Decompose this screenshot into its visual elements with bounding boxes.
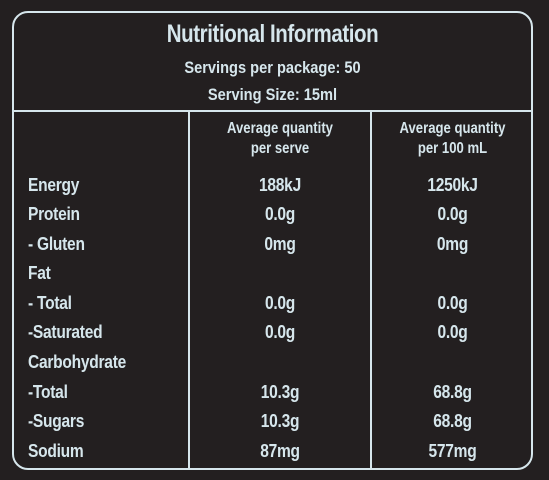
value-per-100ml: 1250kJ (427, 174, 478, 195)
column-header-per-100ml: Average quantity per 100 mL (386, 119, 518, 159)
value-per-100ml: 68.8g (433, 410, 472, 431)
column-header-per-100ml-text: Average quantity per 100 mL (399, 120, 506, 157)
table-row: Carbohydrate (14, 347, 531, 377)
value-per-serve: 10.3g (260, 381, 300, 402)
row-label: Carbohydrate (28, 351, 127, 372)
row-label: Sodium (28, 440, 84, 461)
value-per-100ml: 0mg (436, 233, 469, 254)
value-per-100ml: 68.8g (433, 381, 472, 402)
table-row: -Total 10.3g 68.8g (14, 377, 531, 407)
table-row: -Sugars 10.3g 68.8g (14, 406, 531, 436)
row-label: Energy (28, 174, 80, 195)
table-row: Sodium 87mg 577mg (14, 436, 531, 466)
value-per-serve: 0.0g (264, 203, 296, 224)
row-label: -Total (28, 381, 68, 402)
nutrition-panel: Nutritional Information Servings per pac… (12, 11, 533, 470)
table-row: - Gluten 0mg 0mg (14, 229, 531, 259)
value-per-100ml: 0.0g (437, 292, 468, 313)
row-label: - Gluten (28, 233, 85, 254)
row-label: -Saturated (28, 321, 103, 342)
table-row: Protein 0.0g 0.0g (14, 199, 531, 229)
value-per-serve: 87mg (260, 440, 300, 461)
row-label: Protein (28, 203, 80, 224)
value-per-100ml: 0.0g (437, 203, 468, 224)
servings-per-package: Servings per package: 50 (184, 58, 361, 77)
value-per-100ml: 0.0g (437, 321, 468, 342)
row-label: Fat (28, 262, 51, 283)
value-per-serve: 0mg (264, 233, 296, 254)
value-per-serve: 10.3g (260, 410, 300, 431)
row-label: - Total (28, 292, 72, 313)
value-per-serve: 0.0g (264, 321, 296, 342)
table-row: Fat (14, 258, 531, 288)
row-label: -Sugars (28, 410, 85, 431)
table-row: Energy 188kJ 1250kJ (14, 170, 531, 200)
column-header-per-serve-text: Average quantity per serve (227, 120, 333, 157)
table-row: -Saturated 0.0g 0.0g (14, 317, 531, 347)
table-row: - Total 0.0g 0.0g (14, 288, 531, 318)
value-per-100ml: 577mg (428, 440, 477, 461)
column-divider-1 (188, 110, 190, 468)
value-per-serve: 0.0g (264, 292, 296, 313)
column-divider-2 (370, 110, 372, 468)
panel-header: Nutritional Information Servings per pac… (14, 13, 531, 112)
column-header-per-serve: Average quantity per serve (206, 119, 354, 159)
panel-title: Nutritional Information (166, 20, 379, 48)
value-per-serve: 188kJ (259, 174, 301, 195)
serving-size: Serving Size: 15ml (207, 85, 338, 104)
